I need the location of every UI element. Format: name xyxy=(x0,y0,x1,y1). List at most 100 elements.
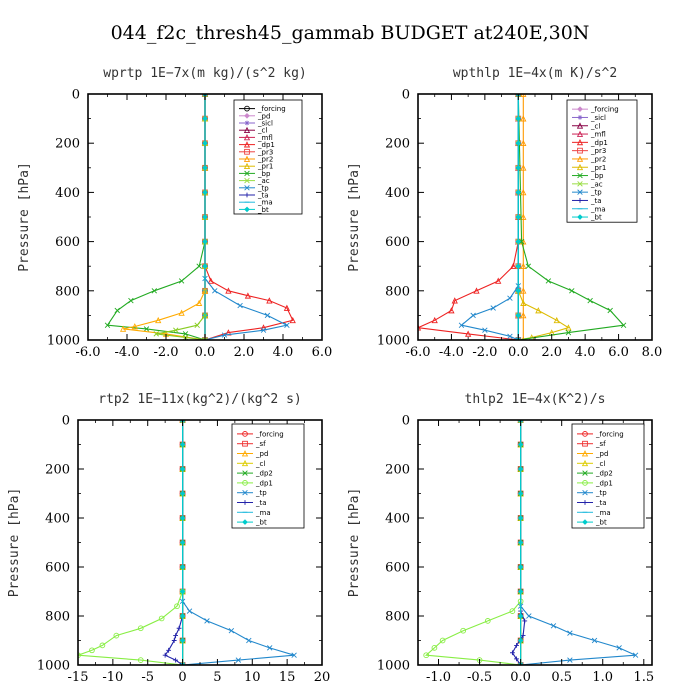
data-point xyxy=(173,657,178,663)
data-point xyxy=(517,515,524,521)
data-point xyxy=(507,333,513,340)
data-point xyxy=(569,288,575,294)
data-point xyxy=(179,515,186,521)
panel-wprtp: wprtp 1E−7x(m kg)/(s^2 kg) Pressure [hPa]… xyxy=(17,66,332,360)
y-tick-label: 0 xyxy=(62,414,70,429)
data-point xyxy=(179,588,186,595)
data-point xyxy=(620,322,627,328)
y-tick-label: 400 xyxy=(385,512,410,527)
data-point xyxy=(522,618,528,624)
data-point xyxy=(514,643,519,648)
series-line-pr1 xyxy=(517,94,570,340)
legend-marker xyxy=(241,459,249,467)
x-tick-label: -15 xyxy=(68,670,89,685)
data-point xyxy=(458,322,465,328)
legend: _forcing _sf _pd _cl _dp2_dp1 _tp _ta _ma _bt xyxy=(231,423,305,529)
legend-label: _cl xyxy=(257,127,267,135)
x-tick-label: -10 xyxy=(102,670,123,685)
legend: _forcing_sicl_cl_mfl_dp1_pr3_pr2_pr1_bp_… xyxy=(566,99,638,223)
legend-marker xyxy=(581,450,589,457)
y-axis-label: Pressure [hPa] xyxy=(347,488,362,598)
data-point xyxy=(514,656,519,662)
legend-marker xyxy=(577,181,583,187)
legend-label: _bt xyxy=(590,214,602,222)
data-point xyxy=(515,115,522,122)
data-point xyxy=(520,262,527,270)
data-point xyxy=(520,94,527,97)
x-tick-label: 0.0 xyxy=(508,345,529,360)
data-point xyxy=(520,164,527,171)
legend-marker xyxy=(576,130,584,137)
y-tick-label: 800 xyxy=(55,284,80,299)
legend-label: _ac xyxy=(590,180,603,188)
legend-label: _sf xyxy=(255,440,266,448)
data-point xyxy=(517,539,524,546)
data-point xyxy=(517,588,524,595)
data-point xyxy=(567,657,573,663)
legend-marker xyxy=(576,155,584,162)
legend-label: _ma xyxy=(255,509,271,517)
x-tick-label: -6.0 xyxy=(75,345,100,360)
legend-label: _bt xyxy=(595,519,607,527)
x-tick-label: 5 xyxy=(213,670,221,685)
legend-label: _ta xyxy=(590,197,602,205)
x-tick-label: -4.0 xyxy=(439,345,464,360)
data-point xyxy=(179,490,186,497)
data-point xyxy=(131,323,138,330)
data-point xyxy=(418,324,422,331)
y-tick-label: 1000 xyxy=(377,659,410,674)
data-point xyxy=(202,337,208,340)
data-point xyxy=(119,325,127,332)
panel-rtp2: rtp2 1E−11x(kg^2)/(kg^2 s) Pressure [hPa]… xyxy=(7,392,330,685)
series-line-tp xyxy=(520,420,636,665)
figure-title: 044_f2c_thresh45_gammab BUDGET at240E,30… xyxy=(110,22,590,44)
x-tick-label: -6.0 xyxy=(405,345,430,360)
series-line-dp1 xyxy=(424,420,522,665)
data-point xyxy=(174,603,180,610)
x-tick-label: 15 xyxy=(279,670,296,685)
data-point xyxy=(515,140,522,147)
legend-marker xyxy=(576,138,584,146)
data-point xyxy=(517,613,524,619)
y-axis-label: Pressure [hPa] xyxy=(17,162,32,272)
data-point xyxy=(520,188,527,196)
data-point xyxy=(202,94,208,97)
data-point xyxy=(207,277,214,284)
series-line-dp1 xyxy=(78,420,184,665)
data-point xyxy=(517,466,524,472)
legend-label: _dp1 xyxy=(255,479,273,487)
legend-label: _forcing xyxy=(590,106,619,114)
legend-label: _bp xyxy=(590,172,604,180)
legend-marker xyxy=(243,162,251,170)
x-tick-label: -2.0 xyxy=(472,345,497,360)
data-point xyxy=(179,564,186,570)
legend-marker xyxy=(582,519,588,525)
data-point xyxy=(244,292,252,299)
legend-marker xyxy=(244,120,250,126)
data-point xyxy=(78,652,81,659)
legend-label: _ta xyxy=(257,192,269,200)
data-point xyxy=(520,287,527,294)
legend-label: _forcing xyxy=(257,105,286,113)
data-point xyxy=(535,307,542,314)
data-point xyxy=(510,650,515,656)
legend-label: _pd xyxy=(255,450,268,458)
legend-marker xyxy=(244,112,250,119)
x-tick-label: 6.0 xyxy=(312,345,333,360)
data-point xyxy=(289,316,296,324)
legend-label: _ac xyxy=(257,177,270,185)
legend-marker xyxy=(582,440,588,447)
data-point xyxy=(114,307,120,314)
legend-label: _tp xyxy=(595,489,607,497)
legend-marker xyxy=(577,147,583,154)
legend-label: _dp1 xyxy=(590,139,608,147)
data-point xyxy=(158,615,165,622)
legend-label: _pr2 xyxy=(590,155,606,163)
legend-marker xyxy=(577,214,583,220)
data-point xyxy=(202,140,208,147)
data-point xyxy=(212,288,218,294)
data-point xyxy=(228,627,235,634)
data-point xyxy=(113,632,120,639)
data-point xyxy=(235,657,242,663)
